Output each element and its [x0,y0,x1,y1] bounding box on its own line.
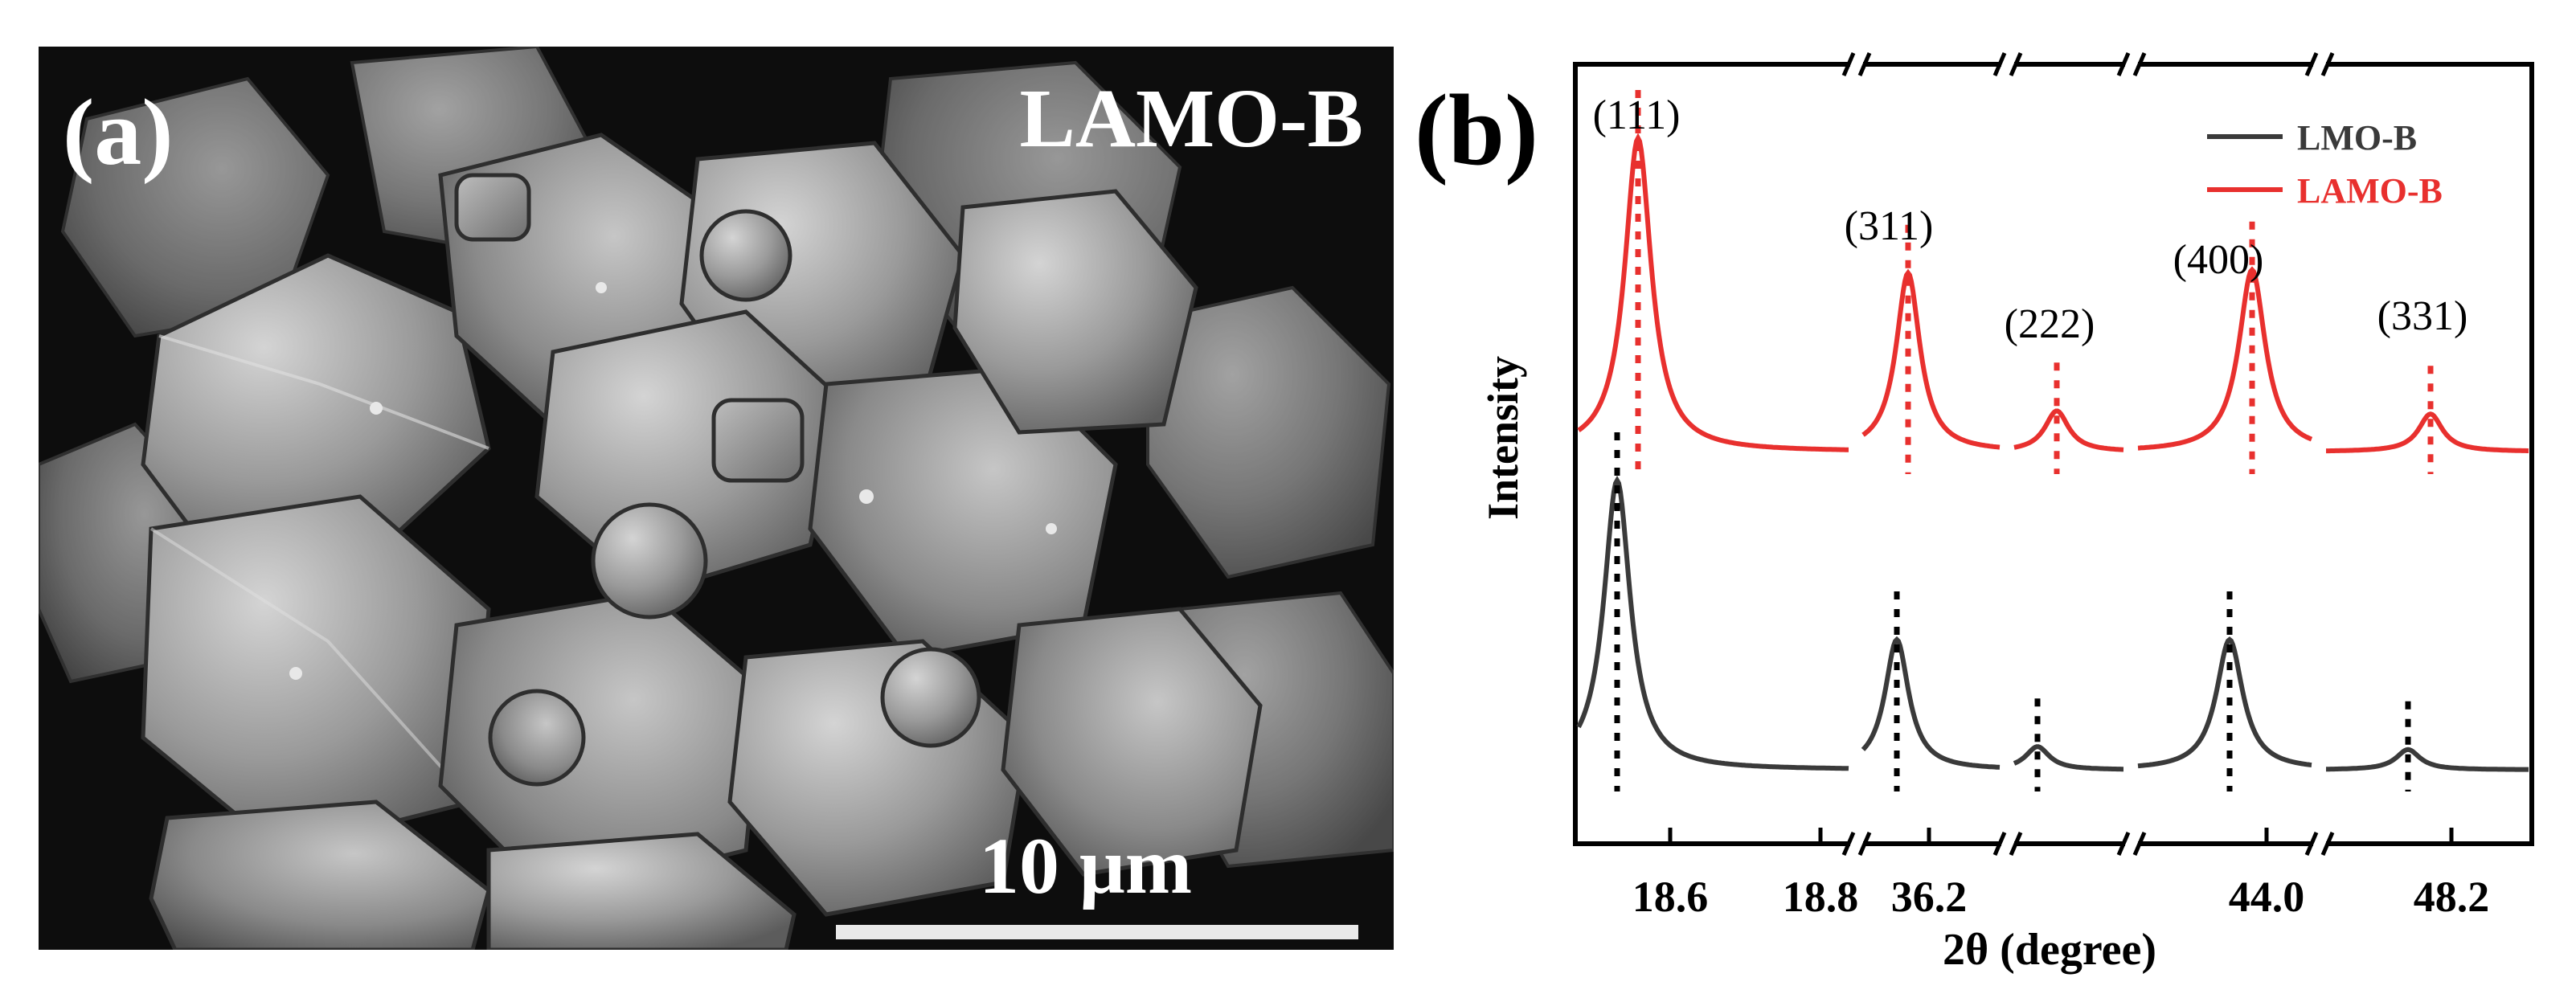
x-tick-label: 44.0 [2229,873,2305,921]
axis-break-slash [2132,52,2147,76]
axis-break-slash [2009,832,2023,856]
axis-break-slash [2320,52,2335,76]
axis-break-gap [1850,839,1863,849]
axis-break-gap [2001,839,2014,849]
axis-break-slash [2116,832,2131,856]
axis-break-gap [2313,839,2326,849]
axis-break-slash [1992,832,2007,856]
lamo-curve-segment-2 [1861,268,2001,450]
peak-label: (311) [1845,203,1934,249]
sem-micrograph [39,47,1394,950]
peak-label: (222) [2005,301,2095,347]
panel-b-label: (b) [1415,75,1538,186]
axis-break-slash [1841,52,1856,76]
axis-break-slash [1841,832,1856,856]
scale-bar-label: 10 μm [979,821,1192,910]
x-tick-label: 36.2 [1891,873,1968,921]
axis-break-slash [2116,52,2131,76]
lamo-curve-segment-3 [2013,408,2124,452]
axis-break-slash [1857,52,1872,76]
peak-label: (400) [2173,237,2264,283]
axis-break-slash [2304,832,2319,856]
lamo-curve-segment-4 [2137,266,2313,451]
axis-break-gap [2001,59,2014,69]
sem-image-panel: (a) LAMO-B 10 μm [39,47,1394,950]
x-tick-label: 48.2 [2414,873,2490,921]
axis-break-slash [2320,832,2335,856]
axis-break-gap [1850,59,1863,69]
sem-particles-front [141,133,1263,950]
y-axis-label: Intensity [1479,356,1527,520]
peak-label: (331) [2377,293,2468,339]
axis-break-gap [2125,839,2138,849]
xrd-chart: 18.6 18.8 36.2 44.0 48.2 2θ (degree) Int… [1479,52,2534,975]
panel-a-label: (a) [63,80,174,185]
scale-bar [836,925,1358,939]
lmo-curve-segment-1 [1576,475,1849,771]
sem-sample-name: LAMO-B [1019,72,1363,165]
axis-break-gap [2125,59,2138,69]
lmo-curve-segment-3 [2013,744,2123,772]
lmo-curve-segment-2 [1861,636,2001,770]
peak-label: (111) [1593,92,1681,138]
xrd-curves [1576,133,2529,772]
axis-breaks [1841,52,2335,856]
axis-break-slash [1857,832,1872,856]
x-tick-label: 18.6 [1632,873,1709,921]
plot-frame [1573,62,2534,846]
x-ticks [1668,828,2454,844]
legend-label-lamo: LAMO-B [2297,171,2443,211]
axis-break-slash [2009,52,2023,76]
legend: LMO-B LAMO-B [2207,118,2443,211]
lmo-curve-segment-5 [2326,746,2529,772]
lamo-curve-segment-5 [2326,411,2529,454]
peak-markers [1614,90,2434,791]
axis-break-slash [1992,52,2007,76]
lamo-curve-segment-1 [1577,133,1849,452]
axis-break-slash [2304,52,2319,76]
lmo-curve-segment-4 [2137,636,2312,769]
legend-label-lmo: LMO-B [2297,118,2417,157]
axis-break-gap [2313,59,2326,69]
axis-break-slash [2132,832,2147,856]
xrd-chart-panel: 18.6 18.8 36.2 44.0 48.2 2θ (degree) Int… [1415,0,2576,998]
x-axis-label: 2θ (degree) [1943,925,2156,975]
x-tick-label: 18.8 [1783,873,1859,921]
